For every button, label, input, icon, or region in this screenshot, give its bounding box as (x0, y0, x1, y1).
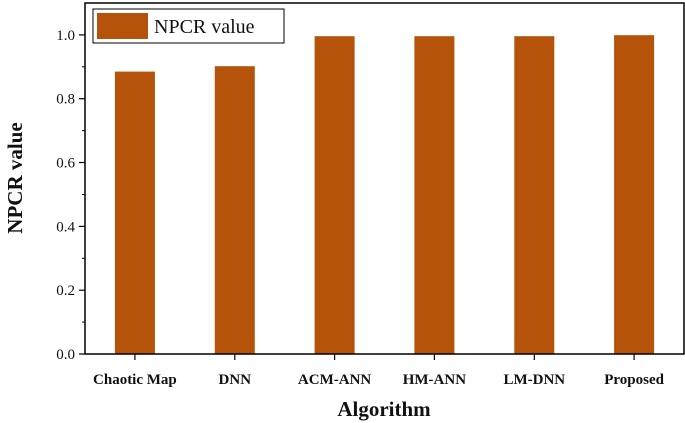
x-tick-label: LM-DNN (503, 372, 565, 388)
x-axis-title: Algorithm (337, 397, 431, 421)
x-tick-label: DNN (219, 372, 252, 388)
bar-proposed (614, 35, 655, 354)
y-tick-label: 0.8 (56, 92, 75, 108)
y-ticks-group: 0.0 0.2 0.4 0.6 0.8 1.0 (56, 28, 85, 363)
x-categories-group: Chaotic Map DNN ACM-ANN HM-ANN LM-DNN Propose… (93, 354, 665, 388)
bars-group (114, 35, 655, 354)
y-tick-label: 1.0 (56, 28, 75, 44)
y-tick-label: 0.4 (56, 219, 75, 235)
legend: NPCR value (92, 8, 285, 44)
bar-chaotic-map (114, 71, 155, 354)
x-tick-label: Proposed (604, 372, 664, 388)
y-tick-label: 0.2 (56, 283, 75, 299)
y-tick-label: 0.6 (56, 156, 75, 172)
bar-lm-dnn (514, 36, 555, 354)
x-tick-label: HM-ANN (403, 372, 466, 388)
y-tick-label: 0.0 (56, 347, 75, 363)
plot-frame (84, 2, 685, 355)
bar-acm-ann (314, 36, 355, 354)
x-tick-label: Chaotic Map (93, 372, 177, 388)
bar-hm-ann (414, 36, 455, 354)
y-axis-title: NPCR value (3, 122, 27, 233)
x-tick-label: ACM-ANN (298, 372, 371, 388)
legend-label: NPCR value (154, 16, 255, 38)
bar-dnn (214, 66, 255, 354)
legend-swatch (97, 13, 148, 39)
